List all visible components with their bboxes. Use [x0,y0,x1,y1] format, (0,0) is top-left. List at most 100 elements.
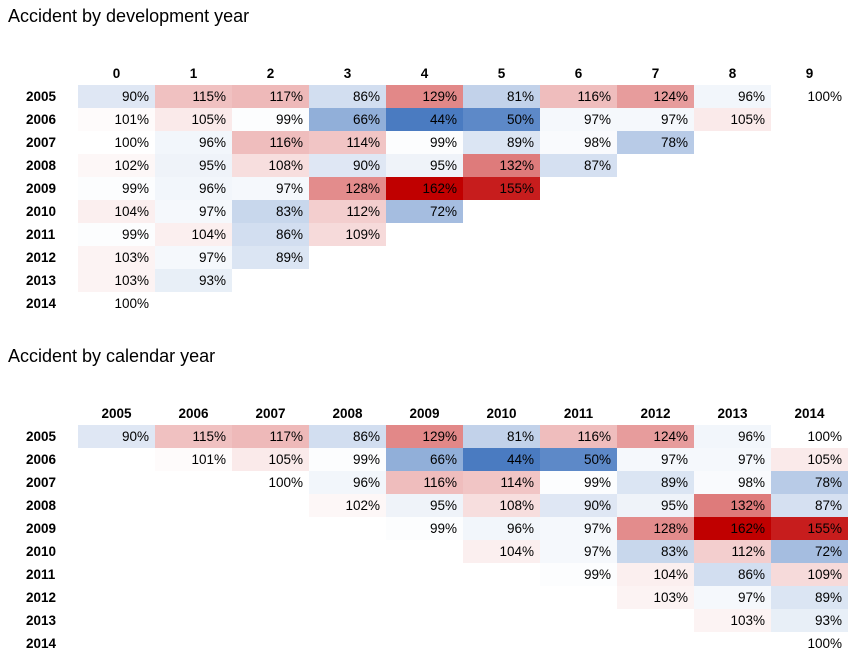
calendar-cell: 101% [155,448,232,471]
development-empty-cell [309,246,386,269]
development-empty-cell [694,177,771,200]
development-cell: 97% [540,108,617,131]
calendar-row-header: 2009 [26,521,57,536]
calendar-cell: 72% [771,540,848,563]
calendar-cell: 116% [540,425,617,448]
calendar-column-header: 2005 [101,406,132,421]
calendar-empty-cell [309,540,386,563]
development-empty-cell [386,223,463,246]
calendar-column-header: 2014 [794,406,825,421]
development-cell: 89% [463,131,540,154]
calendar-empty-cell [386,609,463,632]
calendar-row: 2009 99% 96% 97% 128% 162% 155% [16,517,848,540]
calendar-column-header: 2011 [563,406,594,421]
calendar-cell: 155% [771,517,848,540]
calendar-cell: 97% [540,540,617,563]
development-empty-cell [540,223,617,246]
calendar-cell: 116% [386,471,463,494]
development-cell: 95% [155,154,232,177]
development-row: 2008 102% 95% 108% 90% 95% 132% 87% [16,154,848,177]
calendar-cell: 100% [232,471,309,494]
calendar-empty-cell [540,632,617,655]
development-cell: 90% [309,154,386,177]
calendar-empty-cell [309,563,386,586]
calendar-corner [16,402,78,425]
development-empty-cell [771,269,848,292]
development-row: 2013 103% 93% [16,269,848,292]
development-row: 2005 90% 115% 117% 86% 129% 81% 116% 124% 96% 100% [16,85,848,108]
calendar-empty-cell [232,517,309,540]
development-empty-cell [771,246,848,269]
calendar-cell: 129% [386,425,463,448]
calendar-cell: 81% [463,425,540,448]
development-cell: 117% [232,85,309,108]
calendar-row-header: 2012 [26,590,57,605]
calendar-empty-cell [155,517,232,540]
calendar-cell: 86% [694,563,771,586]
development-cell: 116% [540,85,617,108]
calendar-empty-cell [78,494,155,517]
development-cell: 89% [232,246,309,269]
calendar-empty-cell [232,586,309,609]
calendar-cell: 104% [463,540,540,563]
calendar-cell: 97% [694,586,771,609]
calendar-empty-cell [155,563,232,586]
development-empty-cell [617,200,694,223]
calendar-cell: 132% [694,494,771,517]
development-cell: 100% [771,85,848,108]
development-cell: 86% [232,223,309,246]
development-column-header: 1 [189,66,198,81]
calendar-cell: 83% [617,540,694,563]
calendar-row: 2006 101% 105% 99% 66% 44% 50% 97% 97% 105% [16,448,848,471]
development-empty-cell [771,223,848,246]
heatmap-table-calendar: 2005 2006 2007 2008 2009 2010 2011 2012 2013 2014… [16,402,848,655]
development-empty-cell [386,292,463,315]
development-column-header: 4 [420,66,429,81]
calendar-cell: 89% [617,471,694,494]
development-cell: 103% [78,246,155,269]
development-cell: 105% [694,108,771,131]
development-cell: 66% [309,108,386,131]
calendar-empty-cell [78,586,155,609]
development-cell: 96% [694,85,771,108]
development-cell: 155% [463,177,540,200]
calendar-cell: 99% [540,471,617,494]
calendar-empty-cell [386,632,463,655]
development-empty-cell [155,292,232,315]
calendar-empty-cell [463,586,540,609]
development-cell: 162% [386,177,463,200]
calendar-empty-cell [694,632,771,655]
calendar-cell: 124% [617,425,694,448]
development-cell: 100% [78,292,155,315]
calendar-empty-cell [540,586,617,609]
chart-title-calendar: Accident by calendar year [8,346,216,366]
development-cell: 99% [78,223,155,246]
calendar-row: 2013 103% 93% [16,609,848,632]
development-empty-cell [617,223,694,246]
calendar-empty-cell [617,609,694,632]
development-empty-cell [386,246,463,269]
chart-title-development: Accident by development year [8,6,250,26]
development-row: 2011 99% 104% 86% 109% [16,223,848,246]
development-empty-cell [771,108,848,131]
calendar-cell: 97% [694,448,771,471]
calendar-empty-cell [155,586,232,609]
calendar-cell: 108% [463,494,540,517]
development-cell: 102% [78,154,155,177]
calendar-cell: 99% [540,563,617,586]
development-row-header: 2009 [26,181,57,196]
development-row: 2014 100% [16,292,848,315]
development-cell: 128% [309,177,386,200]
calendar-row: 2012 103% 97% 89% [16,586,848,609]
calendar-cell: 115% [155,425,232,448]
calendar-empty-cell [78,563,155,586]
development-empty-cell [617,177,694,200]
calendar-cell: 112% [694,540,771,563]
calendar-column-header: 2009 [409,406,440,421]
calendar-cell: 96% [309,471,386,494]
calendar-row: 2011 99% 104% 86% 109% [16,563,848,586]
calendar-cell: 87% [771,494,848,517]
development-empty-cell [771,200,848,223]
development-empty-cell [232,269,309,292]
calendar-row-header: 2007 [26,475,57,490]
